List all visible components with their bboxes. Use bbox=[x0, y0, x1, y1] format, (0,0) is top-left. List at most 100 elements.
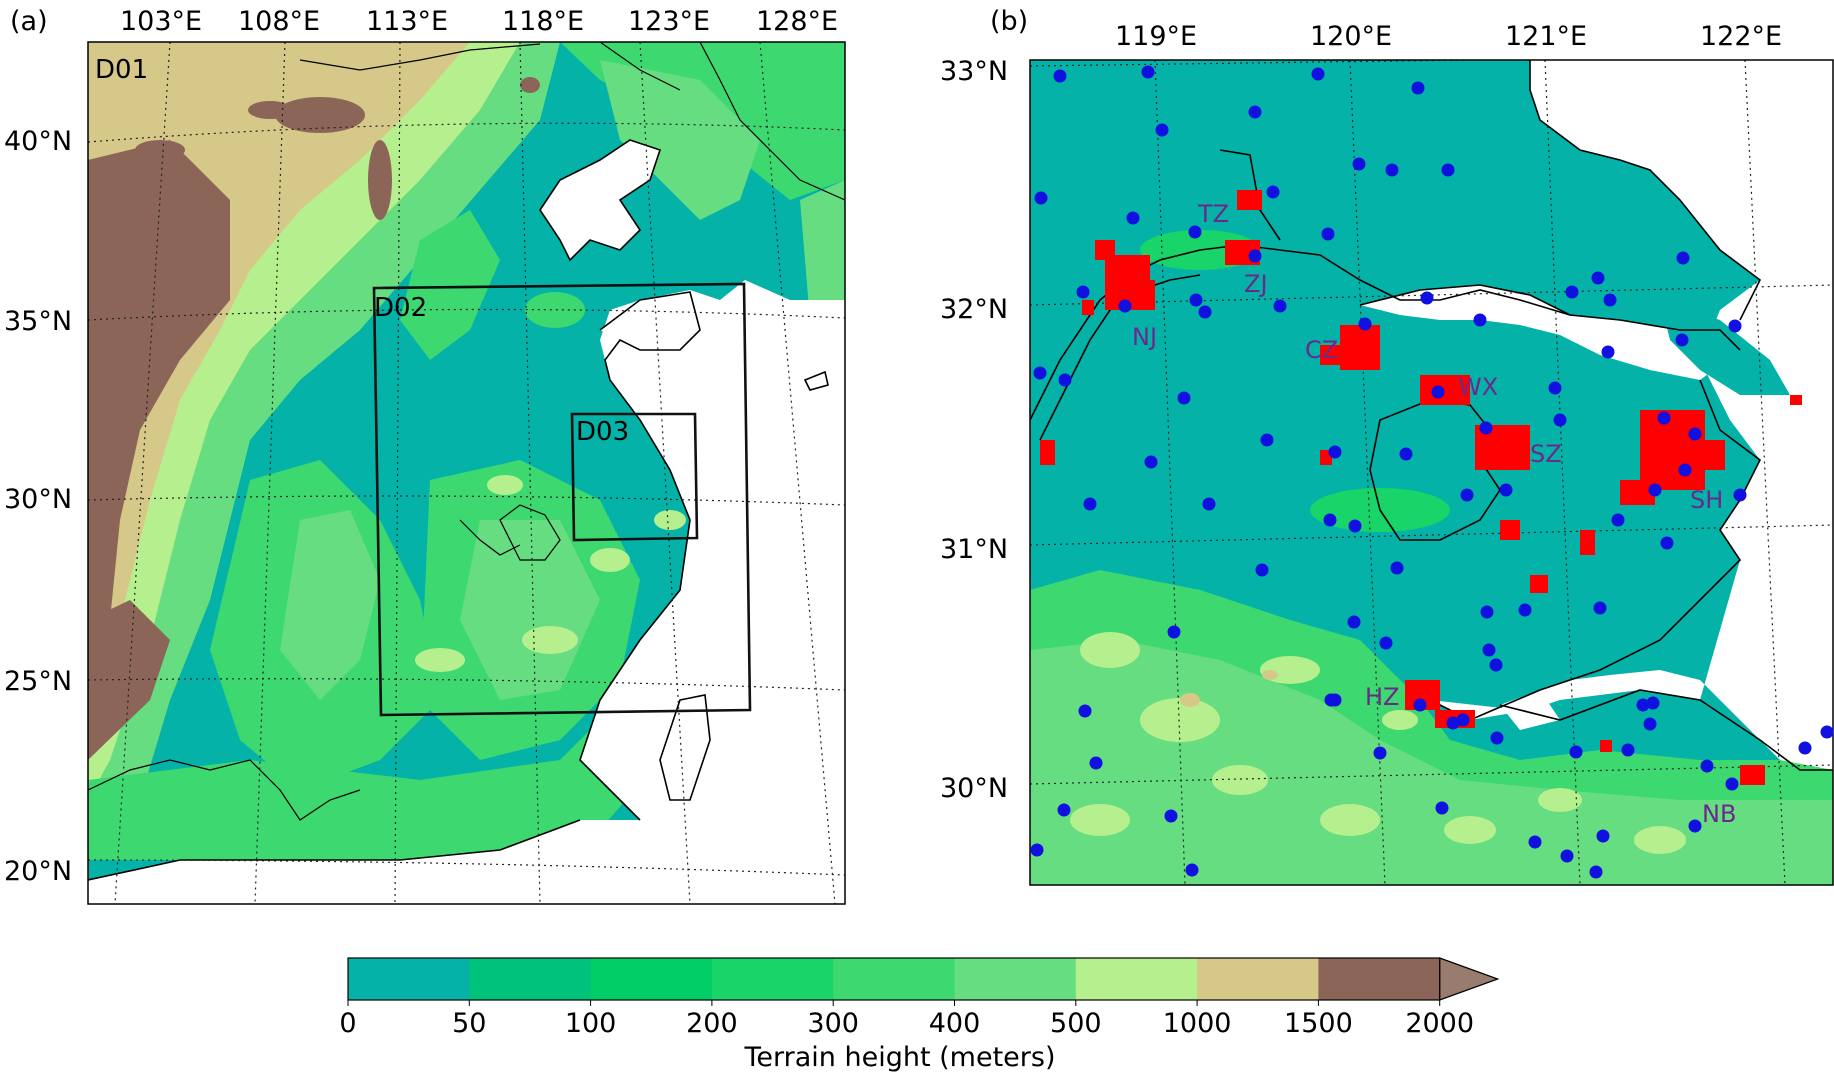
colorbar-tick-label: 400 bbox=[929, 1008, 981, 1039]
station-marker bbox=[1188, 225, 1202, 239]
colorbar-segment bbox=[954, 958, 1077, 1000]
lon-label-122: 122°E bbox=[1700, 21, 1782, 52]
panel-b-lat-labels: 33°N 32°N 31°N 30°N bbox=[940, 56, 1008, 804]
colorbar-tick-label: 100 bbox=[565, 1008, 617, 1039]
lat-label-20: 20°N bbox=[4, 856, 72, 887]
lat-label-25: 25°N bbox=[4, 666, 72, 697]
panel-a-label: (a) bbox=[10, 6, 48, 37]
lat-label-30: 30°N bbox=[4, 484, 72, 515]
domain-d03-box bbox=[570, 412, 699, 542]
colorbar-segment bbox=[711, 958, 834, 1000]
station-marker bbox=[1596, 829, 1610, 843]
station-marker bbox=[1141, 65, 1155, 79]
station-marker bbox=[1248, 105, 1262, 119]
station-marker bbox=[1390, 561, 1404, 575]
station-marker bbox=[1460, 488, 1474, 502]
lat-label-32: 32°N bbox=[940, 294, 1008, 325]
panel-b-lon-labels: 119°E 120°E 121°E 122°E bbox=[1115, 21, 1782, 52]
station-marker bbox=[1565, 285, 1579, 299]
colorbar-segment bbox=[1318, 958, 1441, 1000]
station-marker bbox=[1700, 759, 1714, 773]
colorbar-tick-label: 500 bbox=[1050, 1008, 1102, 1039]
lon-label-128: 128°E bbox=[756, 6, 838, 37]
lon-label-123: 123°E bbox=[628, 6, 710, 37]
station-marker bbox=[1593, 601, 1607, 615]
station-marker bbox=[1164, 809, 1178, 823]
station-marker bbox=[1733, 488, 1747, 502]
station-marker bbox=[1589, 865, 1603, 879]
colorbar-frame bbox=[347, 957, 1441, 1001]
colorbar-tick-label: 50 bbox=[452, 1008, 486, 1039]
station-marker bbox=[1820, 725, 1834, 739]
station-marker bbox=[1266, 185, 1280, 199]
station-marker bbox=[1456, 713, 1470, 727]
colorbar-segment bbox=[1075, 958, 1198, 1000]
lon-label-103: 103°E bbox=[120, 6, 202, 37]
city-label-cz: CZ bbox=[1305, 336, 1338, 364]
station-marker bbox=[1379, 636, 1393, 650]
colorbar-tick-label: 300 bbox=[807, 1008, 859, 1039]
station-marker bbox=[1033, 366, 1047, 380]
station-marker bbox=[1611, 513, 1625, 527]
station-marker bbox=[1358, 317, 1372, 331]
station-marker bbox=[1569, 745, 1583, 759]
lon-label-108: 108°E bbox=[238, 6, 320, 37]
colorbar-segment bbox=[1197, 958, 1319, 1000]
station-marker bbox=[1328, 445, 1342, 459]
station-marker bbox=[1441, 163, 1455, 177]
station-marker bbox=[1646, 696, 1660, 710]
city-labels: TZ ZJ NJ CZ WX SZ SH HZ NB bbox=[1132, 200, 1736, 828]
station-marker bbox=[1255, 563, 1269, 577]
station-marker bbox=[1144, 455, 1158, 469]
city-label-sh: SH bbox=[1690, 486, 1723, 514]
colorbar-segment bbox=[833, 958, 955, 1000]
station-marker bbox=[1435, 801, 1449, 815]
city-label-nj: NJ bbox=[1132, 323, 1157, 351]
station-marker bbox=[1490, 731, 1504, 745]
colorbar-title: Terrain height (meters) bbox=[744, 1042, 1056, 1073]
colorbar: 0 50 100 200 300 400 500 1000 1500 2000 bbox=[339, 957, 1500, 1039]
station-marker bbox=[1621, 743, 1635, 757]
station-marker bbox=[1518, 603, 1532, 617]
station-marker bbox=[1798, 741, 1812, 755]
panel-b-label: (b) bbox=[990, 6, 1028, 37]
station-marker bbox=[1601, 345, 1615, 359]
domain-label-d02: D02 bbox=[374, 293, 427, 323]
panel-a-map bbox=[88, 42, 845, 904]
station-marker bbox=[1321, 227, 1335, 241]
lat-label-40: 40°N bbox=[4, 126, 72, 157]
station-marker bbox=[1078, 704, 1092, 718]
colorbar-tick-label: 1500 bbox=[1284, 1008, 1353, 1039]
station-marker bbox=[1560, 849, 1574, 863]
station-marker bbox=[1189, 293, 1203, 307]
panel-b-frame bbox=[1029, 59, 1834, 886]
domain-label-d03: D03 bbox=[576, 417, 629, 447]
station-marker bbox=[1053, 69, 1067, 83]
station-marker bbox=[1126, 211, 1140, 225]
station-marker bbox=[1198, 305, 1212, 319]
station-marker bbox=[1347, 615, 1361, 629]
station-marker bbox=[1248, 249, 1262, 263]
station-marker bbox=[1420, 291, 1434, 305]
station-marker bbox=[1352, 157, 1366, 171]
lon-label-119: 119°E bbox=[1115, 21, 1197, 52]
city-label-sz: SZ bbox=[1530, 440, 1562, 468]
lon-label-120: 120°E bbox=[1310, 21, 1392, 52]
city-label-nb: NB bbox=[1702, 800, 1736, 828]
station-marker bbox=[1083, 497, 1097, 511]
station-markers bbox=[1030, 65, 1834, 879]
colorbar-tick-label: 1000 bbox=[1163, 1008, 1232, 1039]
station-marker bbox=[1167, 625, 1181, 639]
panel-a-frame bbox=[87, 41, 846, 905]
colorbar-segment bbox=[590, 958, 713, 1000]
station-marker bbox=[1499, 483, 1513, 497]
lat-label-35: 35°N bbox=[4, 306, 72, 337]
station-marker bbox=[1311, 67, 1325, 81]
station-marker bbox=[1057, 803, 1071, 817]
station-marker bbox=[1480, 605, 1494, 619]
lat-label-31: 31°N bbox=[940, 534, 1008, 565]
station-marker bbox=[1034, 191, 1048, 205]
lat-label-30b: 30°N bbox=[940, 773, 1008, 804]
domain-d02-box bbox=[372, 282, 752, 717]
